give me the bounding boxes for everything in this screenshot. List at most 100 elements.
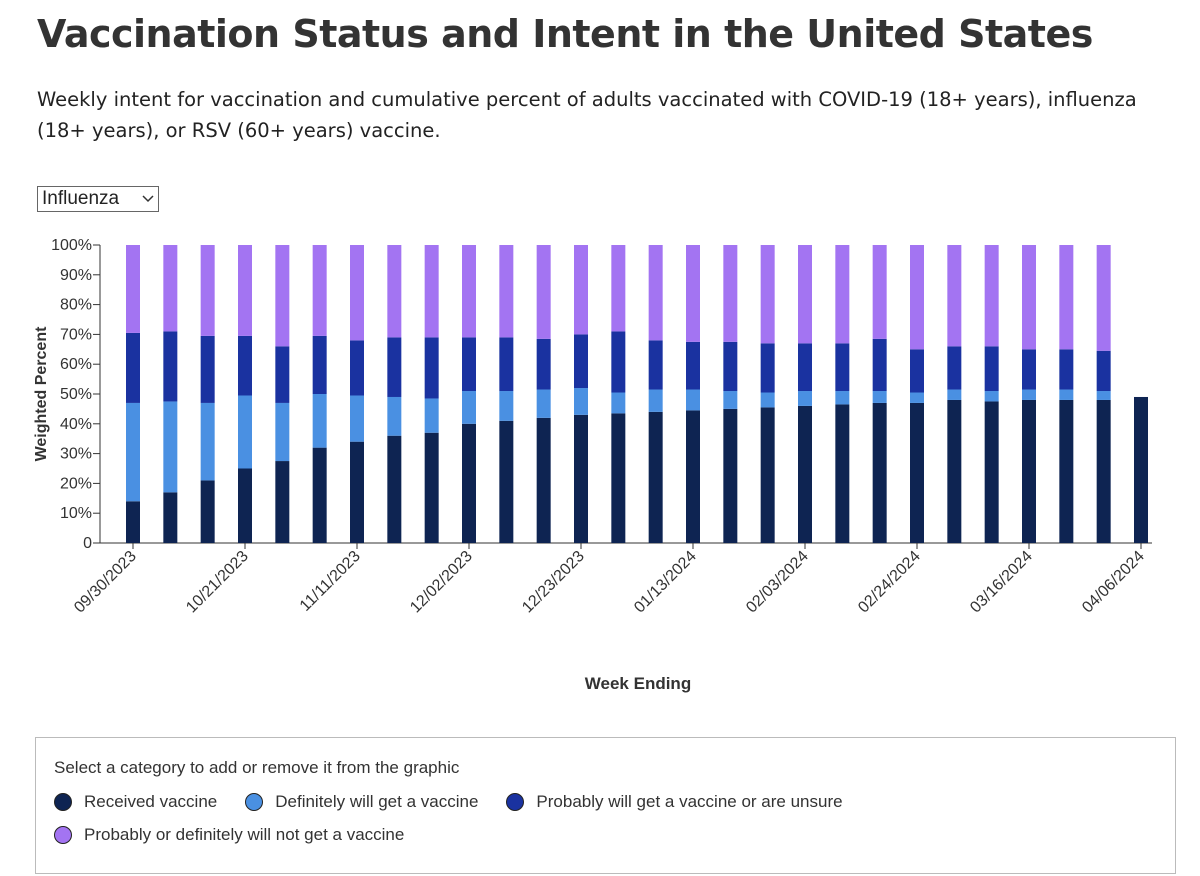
bar-segment	[126, 402, 140, 502]
bar-segment	[1096, 350, 1111, 392]
bar-segment	[238, 395, 252, 469]
bar-segment	[686, 410, 700, 543]
bar-segment	[760, 407, 775, 543]
chart-title: Vaccination Status and Intent in the Uni…	[37, 12, 1093, 56]
chart: 0 10% 20% 30% 40% 50% 60% 70% 80% 90% 100% 09/30/20…	[33, 237, 1152, 693]
bar-segment	[947, 389, 962, 400]
bar-segment	[350, 395, 364, 442]
bar-segment	[760, 343, 775, 393]
bar-segment	[499, 420, 514, 543]
x-tick-label: 04/06/2024	[1079, 548, 1148, 617]
vaccine-dropdown[interactable]: Influenza	[37, 186, 159, 212]
legend-item[interactable]: Definitely will get a vaccine	[245, 792, 478, 812]
bar-segment	[648, 245, 663, 341]
bar-segment	[798, 405, 812, 543]
y-tick-label: 20%	[60, 475, 92, 492]
bar-segment	[872, 391, 887, 403]
bar-segment	[536, 245, 551, 339]
bar-segment	[200, 335, 215, 403]
bar-segment	[872, 245, 887, 339]
legend-label: Definitely will get a vaccine	[275, 792, 479, 811]
bar-segment	[163, 331, 178, 402]
bar-segment	[835, 391, 850, 405]
bar-segment	[574, 245, 588, 335]
bar-segment	[200, 402, 215, 481]
y-tick-label: 100%	[51, 237, 92, 254]
bar-segment	[723, 391, 738, 409]
bar-segment	[611, 331, 626, 393]
bar-segment	[798, 391, 812, 406]
bar-segment	[238, 335, 252, 396]
bar-segment	[462, 245, 476, 338]
bar-segment	[611, 392, 626, 414]
bar-segment	[686, 341, 700, 390]
x-tick-label: 10/21/2023	[183, 548, 252, 617]
y-tick-label: 10%	[60, 505, 92, 522]
x-tick-label: 09/30/2023	[71, 548, 140, 617]
bar-segment	[462, 337, 476, 392]
bar-segment	[536, 338, 551, 390]
bar-segment	[723, 245, 738, 342]
bar-segment	[536, 389, 551, 418]
bar-segment	[275, 245, 290, 347]
bar-segment	[200, 245, 215, 336]
bar-segment	[126, 332, 140, 403]
bar-segment	[424, 432, 439, 543]
bar-segment	[648, 340, 663, 390]
legend-swatch	[245, 793, 264, 811]
bar-segment	[126, 245, 140, 333]
x-tick-label: 02/03/2024	[743, 548, 812, 617]
bar-segment	[1059, 399, 1074, 543]
bar-segment	[424, 245, 439, 338]
legend-item[interactable]: Probably or definitely will not get a va…	[54, 825, 404, 845]
bar-segment	[611, 245, 626, 332]
y-tick-label: 90%	[60, 267, 92, 284]
dropdown-arrow	[142, 195, 154, 203]
bar-segment	[1059, 349, 1074, 390]
bar-segment	[984, 391, 999, 402]
bar-segment	[238, 468, 252, 543]
bar-segment	[574, 414, 588, 543]
legend-items: Received vaccine Definitely will get a va…	[54, 792, 1175, 845]
bar-segment	[760, 392, 775, 408]
bar-segment	[424, 398, 439, 433]
bar-segment	[275, 346, 290, 403]
bar-segment	[1022, 399, 1036, 543]
bar-segment	[872, 402, 887, 543]
bar-segment	[835, 245, 850, 344]
bar-segment	[984, 245, 999, 347]
y-axis-title: Weighted Percent	[33, 326, 50, 462]
bar-segment	[835, 404, 850, 543]
bar-segment	[275, 461, 290, 543]
y-tick-label: 30%	[60, 446, 92, 463]
bar-segment	[910, 392, 924, 403]
y-tick-label: 50%	[60, 386, 92, 403]
bar-segment	[910, 349, 924, 393]
bar-segment	[499, 245, 514, 338]
bar-segment	[984, 401, 999, 543]
bar-segment	[312, 245, 327, 336]
bar-segment	[648, 411, 663, 543]
legend: Select a category to add or remove it fr…	[35, 737, 1176, 874]
bar-segment	[611, 413, 626, 543]
bar-segment	[1096, 391, 1111, 400]
legend-item[interactable]: Received vaccine	[54, 792, 217, 812]
bar-segment	[200, 480, 215, 543]
bar-segment	[910, 245, 924, 350]
bar-segment	[574, 388, 588, 415]
bar-segment	[798, 343, 812, 392]
bar-segment	[536, 417, 551, 543]
bar-segment	[350, 441, 364, 543]
legend-item[interactable]: Probably will get a vaccine or are unsur…	[506, 792, 843, 812]
y-tick-label: 70%	[60, 326, 92, 343]
x-tick-label: 12/23/2023	[519, 548, 588, 617]
legend-label: Probably or definitely will not get a va…	[84, 825, 405, 844]
x-tick-label: 12/02/2023	[407, 548, 476, 617]
bar-segment	[387, 337, 402, 397]
bar-segment	[1059, 245, 1074, 350]
bar-segment	[947, 346, 962, 390]
legend-label: Received vaccine	[84, 792, 218, 811]
bar-segment	[686, 389, 700, 411]
bar-segment	[872, 338, 887, 392]
